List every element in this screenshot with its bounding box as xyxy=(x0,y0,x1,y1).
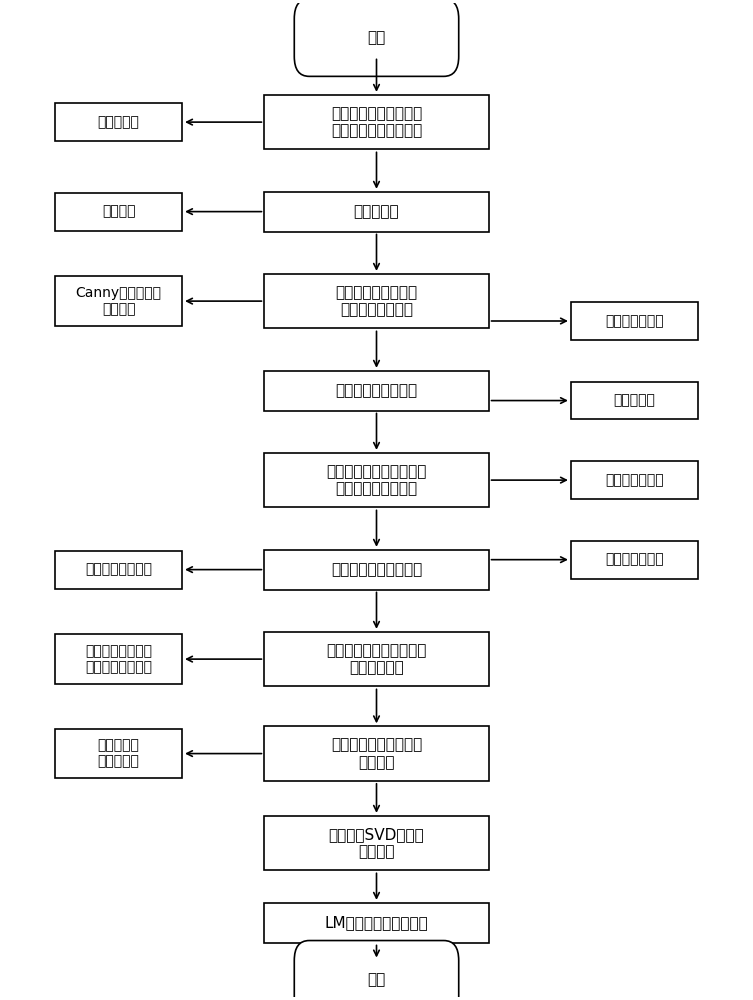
FancyBboxPatch shape xyxy=(264,95,489,149)
FancyBboxPatch shape xyxy=(264,903,489,943)
FancyBboxPatch shape xyxy=(264,192,489,232)
FancyBboxPatch shape xyxy=(264,371,489,410)
Text: 特征点坐标
归一化处理: 特征点坐标 归一化处理 xyxy=(98,738,139,769)
FancyBboxPatch shape xyxy=(55,729,182,778)
FancyBboxPatch shape xyxy=(264,816,489,870)
Text: 双目视觉系统获取多幅
一维编码靶标左右图像: 双目视觉系统获取多幅 一维编码靶标左右图像 xyxy=(331,106,422,138)
FancyBboxPatch shape xyxy=(264,453,489,507)
Text: 基于对极几何原理解算
本质矩阵: 基于对极几何原理解算 本质矩阵 xyxy=(331,737,422,770)
Text: 估计左右相机内参初值: 估计左右相机内参初值 xyxy=(331,562,422,577)
Text: 大津法阈值分割: 大津法阈值分割 xyxy=(605,314,663,328)
Text: 编码点区域透视校正: 编码点区域透视校正 xyxy=(335,383,418,398)
FancyBboxPatch shape xyxy=(571,382,698,419)
Text: 亚像素精确定位: 亚像素精确定位 xyxy=(605,553,663,567)
Text: 高斯降噪: 高斯降噪 xyxy=(102,205,136,219)
FancyBboxPatch shape xyxy=(264,632,489,686)
Text: 编码值缩减调位: 编码值缩减调位 xyxy=(605,473,663,487)
FancyBboxPatch shape xyxy=(264,550,489,589)
Text: 图像灰度化: 图像灰度化 xyxy=(98,115,139,129)
FancyBboxPatch shape xyxy=(55,634,182,684)
FancyBboxPatch shape xyxy=(264,274,489,328)
FancyBboxPatch shape xyxy=(571,461,698,499)
Text: LM非线性优化内外参数: LM非线性优化内外参数 xyxy=(325,915,428,930)
Text: 像素点采样: 像素点采样 xyxy=(614,394,655,408)
FancyBboxPatch shape xyxy=(55,193,182,231)
FancyBboxPatch shape xyxy=(55,551,182,589)
Text: 计算特征点重心坐
标并相对重心平移: 计算特征点重心坐 标并相对重心平移 xyxy=(85,644,152,674)
Text: Canny边缘检测并
提取轮廓: Canny边缘检测并 提取轮廓 xyxy=(75,286,162,316)
Text: 本质矩阵SVD分解并
绝对定向: 本质矩阵SVD分解并 绝对定向 xyxy=(328,827,425,859)
Text: 基于加权平移归一化算法
估计基础矩阵: 基于加权平移归一化算法 估计基础矩阵 xyxy=(326,643,427,675)
FancyBboxPatch shape xyxy=(264,726,489,781)
Text: 计算余差和权因子: 计算余差和权因子 xyxy=(85,563,152,577)
FancyBboxPatch shape xyxy=(55,276,182,326)
Text: 结束: 结束 xyxy=(367,972,386,987)
FancyBboxPatch shape xyxy=(55,103,182,141)
Text: 开始: 开始 xyxy=(367,30,386,45)
Text: 图像预处理: 图像预处理 xyxy=(354,204,399,219)
FancyBboxPatch shape xyxy=(294,0,459,76)
Text: 编码点解码得到编码标志
序号与对应圆心坐标: 编码点解码得到编码标志 序号与对应圆心坐标 xyxy=(326,464,427,496)
Text: 最小二乘拟合椭圆并
排除非标志点特征: 最小二乘拟合椭圆并 排除非标志点特征 xyxy=(335,285,418,317)
FancyBboxPatch shape xyxy=(571,302,698,340)
FancyBboxPatch shape xyxy=(294,941,459,1000)
FancyBboxPatch shape xyxy=(571,541,698,579)
